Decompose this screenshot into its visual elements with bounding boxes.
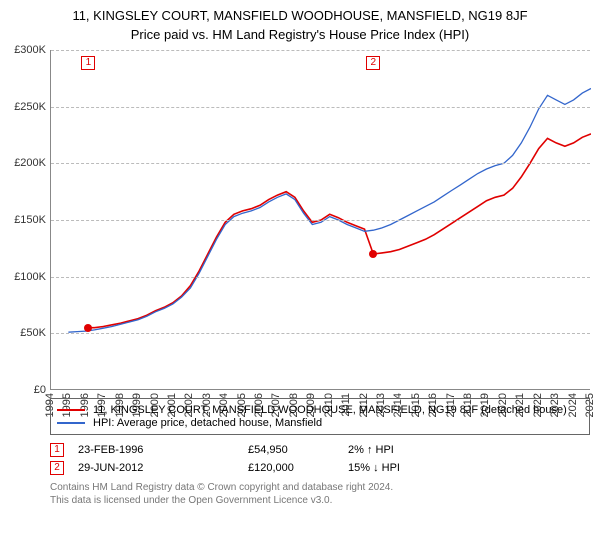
y-tick-label: £300K [14, 44, 46, 56]
legend-swatch [57, 422, 85, 424]
legend-row-hpi: HPI: Average price, detached house, Mans… [57, 417, 583, 429]
page-title-line2: Price paid vs. HM Land Registry's House … [0, 27, 600, 42]
gridline [51, 163, 590, 164]
series-legend: 11, KINGSLEY COURT, MANSFIELD WOODHOUSE,… [50, 398, 590, 435]
sales-price: £120,000 [248, 462, 348, 474]
sales-table: 1 23-FEB-1996£54,9502% ↑ HPI 2 29-JUN-2012£… [50, 443, 590, 475]
gridline [51, 333, 590, 334]
price-chart: £0£50K£100K£150K£200K£250K£300K 12 19941… [0, 50, 600, 448]
y-axis: £0£50K£100K£150K£200K£250K£300K [0, 50, 48, 390]
legend-label: 11, KINGSLEY COURT, MANSFIELD WOODHOUSE,… [93, 404, 567, 416]
sale-marker-1: 1 [81, 56, 95, 70]
sale-marker-2: 2 [366, 56, 380, 70]
sales-row: 1 23-FEB-1996£54,9502% ↑ HPI [50, 443, 590, 457]
legend-area: 11, KINGSLEY COURT, MANSFIELD WOODHOUSE,… [50, 398, 590, 507]
sale-point-1 [84, 324, 92, 332]
legend-swatch [57, 409, 85, 411]
gridline [51, 277, 590, 278]
y-tick-label: £250K [14, 101, 46, 113]
sales-diff: 15% ↓ HPI [348, 462, 468, 474]
gridline [51, 50, 590, 51]
page-title-line1: 11, KINGSLEY COURT, MANSFIELD WOODHOUSE,… [0, 8, 600, 23]
y-tick-label: £100K [14, 271, 46, 283]
y-tick-label: £200K [14, 157, 46, 169]
legend-label: HPI: Average price, detached house, Mans… [93, 417, 322, 429]
license-line2: This data is licensed under the Open Gov… [50, 494, 590, 507]
sales-diff: 2% ↑ HPI [348, 444, 468, 456]
sales-marker: 2 [50, 461, 64, 475]
series-hpi [68, 89, 591, 333]
sales-price: £54,950 [248, 444, 348, 456]
y-tick-label: £150K [14, 214, 46, 226]
legend-row-property: 11, KINGSLEY COURT, MANSFIELD WOODHOUSE,… [57, 404, 583, 416]
sale-point-2 [369, 250, 377, 258]
sales-date: 23-FEB-1996 [78, 444, 248, 456]
license-text: Contains HM Land Registry data © Crown c… [50, 481, 590, 507]
y-tick-label: £50K [20, 327, 46, 339]
gridline [51, 220, 590, 221]
sales-row: 2 29-JUN-2012£120,00015% ↓ HPI [50, 461, 590, 475]
sales-date: 29-JUN-2012 [78, 462, 248, 474]
gridline [51, 107, 590, 108]
license-line1: Contains HM Land Registry data © Crown c… [50, 481, 590, 494]
plot-area: 12 [50, 50, 590, 390]
sales-marker: 1 [50, 443, 64, 457]
